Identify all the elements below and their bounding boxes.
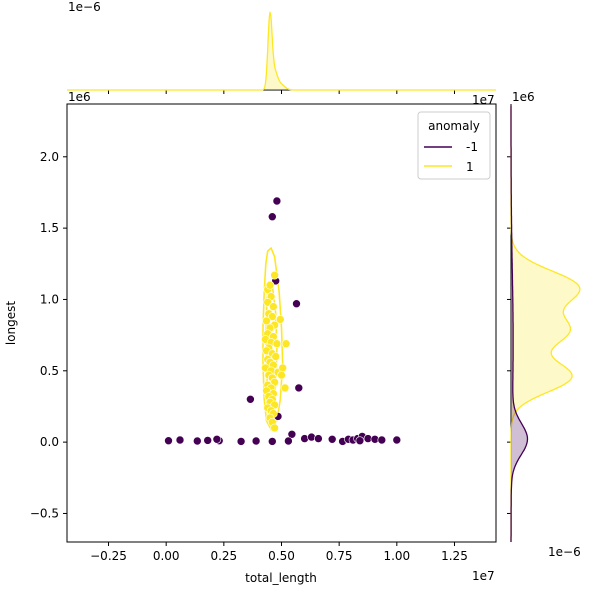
scatter-point-anomaly-1: [275, 315, 285, 324]
top-marginal-offset-label: 1e−6: [68, 0, 101, 14]
x-tick-label: 0.75: [326, 549, 353, 563]
top-marginal-axes: [67, 11, 496, 94]
scatter-point-anomaly-neg1: [203, 436, 212, 445]
scatter-point-anomaly-neg1: [287, 429, 297, 439]
x-tick-label: 1.25: [441, 549, 468, 563]
top-marginal-kde-1: [67, 11, 496, 91]
y-tick-label: 1.5: [40, 221, 59, 235]
scatter-point-anomaly-1: [271, 352, 281, 361]
scatter-point-anomaly-1: [270, 423, 279, 433]
x-axis-label: total_length: [245, 571, 317, 585]
scatter-point-anomaly-neg1: [272, 196, 282, 206]
scatter-point-anomaly-1: [270, 270, 279, 280]
legend: anomaly -1 1: [417, 111, 491, 180]
scatter-point-anomaly-neg1: [246, 394, 255, 404]
scatter-point-anomaly-1: [278, 363, 288, 373]
legend-box: [417, 111, 491, 180]
main-axes: −0.25 0.00 0.25 0.50 0.75 1.00 1.25 −0.5 0.0 0.5 1…: [30, 103, 497, 563]
legend-label-1: 1: [466, 160, 474, 174]
scatter-point-anomaly-neg1: [392, 435, 402, 445]
scatter-point-anomaly-neg1: [327, 434, 337, 444]
scatter-point-anomaly-neg1: [267, 437, 277, 446]
main-plot-frame: [66, 103, 497, 543]
scatter-point-anomaly-neg1: [236, 437, 246, 446]
y-tick-label: 2.0: [40, 150, 59, 164]
top-marginal-right-offset-label: 1e7: [472, 93, 495, 107]
right-marginal-fill-1: [511, 104, 580, 542]
x-tick-label: 0.25: [210, 549, 237, 563]
legend-title: anomaly: [428, 119, 480, 133]
x-tick-label: 1.00: [383, 549, 410, 563]
scatter-point-anomaly-neg1: [212, 434, 222, 444]
y-tick-label: 0.5: [40, 364, 59, 378]
scatter-point-anomaly-1: [281, 339, 291, 349]
scatter-point-anomaly-1: [265, 280, 275, 290]
scatter-point-anomaly-neg1: [292, 299, 301, 309]
scatter-point-anomaly-neg1: [294, 383, 304, 393]
scatter-point-anomaly-neg1: [164, 436, 173, 446]
scatter-point-anomaly-neg1: [377, 435, 387, 445]
right-marginal-fill-neg1: [511, 104, 528, 542]
scatter-point-anomaly-neg1: [251, 436, 261, 446]
legend-label-neg1: -1: [466, 140, 478, 154]
y-tick-label: 0.0: [40, 435, 59, 449]
scatter-point-anomaly-neg1: [267, 212, 277, 221]
scatter-point-anomaly-1: [267, 312, 277, 321]
scatter-point-anomaly-neg1: [175, 435, 185, 445]
scatter-point-anomaly-1: [277, 370, 286, 380]
scatter-point-anomaly-neg1: [300, 434, 309, 443]
scatter-point-anomaly-neg1: [193, 436, 202, 446]
axis-ticks: −0.25 0.00 0.25 0.50 0.75 1.00 1.25 −0.5 0.0 0.5 1…: [30, 150, 468, 563]
y-axis-label: longest: [4, 301, 18, 346]
scatter-point-anomaly-1: [262, 316, 271, 326]
scatter-point-anomaly-neg1: [284, 436, 293, 446]
x-tick-label: 0.50: [268, 549, 295, 563]
scatter-points: [164, 196, 402, 446]
right-marginal-offset-label: 1e6: [512, 90, 535, 104]
y-tick-label: 1.0: [40, 292, 59, 306]
right-marginal-kde-neg1: [510, 105, 529, 542]
right-marginal-axes: [507, 104, 581, 542]
scatter-point-anomaly-neg1: [307, 432, 316, 442]
right-marginal-bottom-offset-label: 1e−6: [548, 545, 581, 559]
y-tick-label: −0.5: [30, 506, 59, 520]
scatter-point-anomaly-neg1: [355, 436, 365, 446]
scatter-point-anomaly-1: [269, 302, 278, 311]
x-tick-label: −0.25: [90, 549, 127, 563]
y-offset-label: 1e6: [68, 90, 91, 104]
scatter-point-anomaly-1: [263, 297, 273, 307]
scatter-point-anomaly-1: [280, 383, 290, 393]
x-offset-label: 1e7: [472, 569, 495, 583]
scatter-point-anomaly-1: [272, 339, 282, 349]
scatter-point-anomaly-neg1: [314, 434, 323, 443]
x-tick-label: 0.00: [153, 549, 180, 563]
